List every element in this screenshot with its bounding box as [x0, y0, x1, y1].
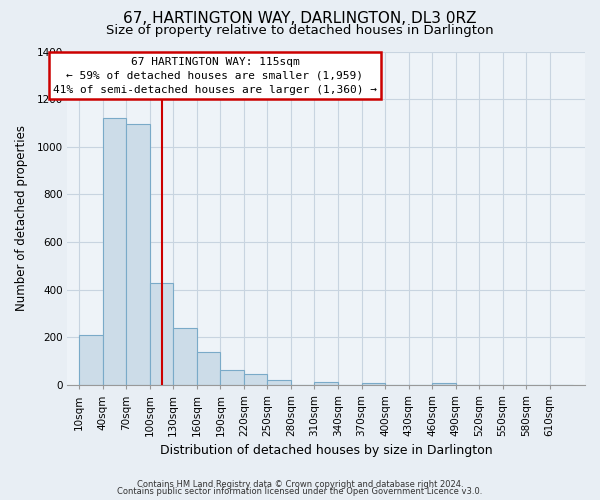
Text: Contains public sector information licensed under the Open Government Licence v3: Contains public sector information licen… [118, 487, 482, 496]
Bar [103, 118, 126, 385]
Text: 67 HARTINGTON WAY: 115sqm
← 59% of detached houses are smaller (1,959)
41% of se: 67 HARTINGTON WAY: 115sqm ← 59% of detac… [53, 56, 377, 94]
Y-axis label: Number of detached properties: Number of detached properties [15, 126, 28, 312]
X-axis label: Distribution of detached houses by size in Darlington: Distribution of detached houses by size … [160, 444, 493, 458]
Bar [244, 374, 268, 385]
Bar [362, 383, 385, 385]
Bar [173, 328, 197, 385]
Bar [126, 124, 150, 385]
Bar [220, 370, 244, 385]
Bar [150, 282, 173, 385]
Text: Contains HM Land Registry data © Crown copyright and database right 2024.: Contains HM Land Registry data © Crown c… [137, 480, 463, 489]
Bar [432, 383, 455, 385]
Bar [79, 335, 103, 385]
Bar [197, 352, 220, 385]
Bar [268, 380, 291, 385]
Text: Size of property relative to detached houses in Darlington: Size of property relative to detached ho… [106, 24, 494, 37]
Bar [314, 382, 338, 385]
Text: 67, HARTINGTON WAY, DARLINGTON, DL3 0RZ: 67, HARTINGTON WAY, DARLINGTON, DL3 0RZ [123, 11, 477, 26]
